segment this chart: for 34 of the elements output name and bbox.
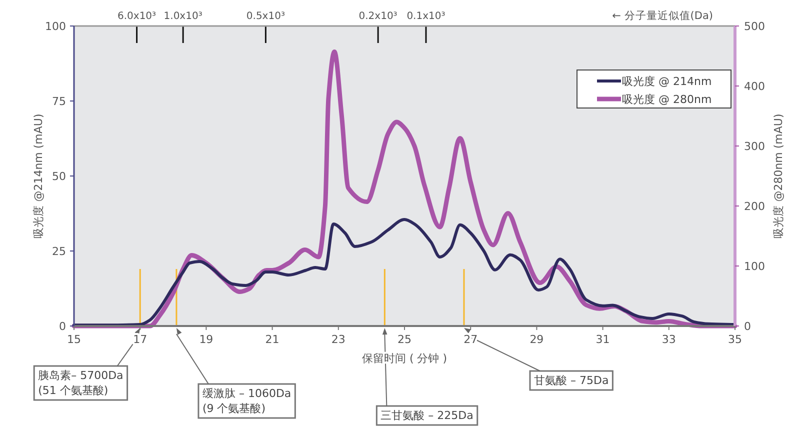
legend-label: 吸光度 @ 214nm bbox=[622, 75, 712, 88]
y2-axis-title: 吸光度 @280nm (mAU) bbox=[772, 114, 785, 238]
ref-line-label: 0.5x10³ bbox=[246, 11, 285, 22]
text: ← 分子量近似值(Da) bbox=[612, 9, 713, 22]
y-tick-label: 25 bbox=[52, 245, 66, 258]
y2-tick-label: 200 bbox=[744, 200, 765, 213]
ref-line-label: 0.2x10³ bbox=[358, 11, 398, 22]
y2-tick-label: 500 bbox=[744, 20, 765, 33]
x-tick-label: 33 bbox=[662, 333, 676, 346]
y2-tick-label: 300 bbox=[744, 140, 765, 153]
x-tick-label: 31 bbox=[596, 333, 610, 346]
x-tick-label: 29 bbox=[530, 333, 544, 346]
y2-tick-label: 400 bbox=[744, 80, 765, 93]
annotation: 甘氨酸 – 75Da bbox=[534, 374, 609, 387]
x-tick-label: 21 bbox=[265, 333, 280, 346]
annotation: 胰岛素– 5700Da (51 个氨基酸) bbox=[38, 369, 124, 397]
x-tick-label: 35 bbox=[728, 333, 742, 346]
ref-line-label: 1.0x10³ bbox=[164, 11, 202, 22]
y-tick-label: 0 bbox=[59, 320, 66, 333]
ref-line-label: 6.0x10³ bbox=[118, 11, 156, 22]
y2-tick-label: 0 bbox=[744, 320, 751, 333]
y-tick-label: 100 bbox=[45, 20, 66, 33]
annotation: 三甘氨酸 – 225Da bbox=[380, 409, 474, 422]
y-axis-title: 吸光度 @214nm (mAU) bbox=[32, 114, 45, 238]
line-series bbox=[72, 218, 736, 327]
x-tick-label: 19 bbox=[199, 333, 214, 346]
x-tick-label: 15 bbox=[67, 333, 81, 346]
legend-label: 吸光度 @ 280nm bbox=[622, 93, 712, 106]
ref-line-label: 0.1x10³ bbox=[406, 11, 446, 22]
x-tick-label: 23 bbox=[331, 333, 346, 346]
y2-tick-label: 100 bbox=[744, 260, 765, 273]
y-tick-label: 75 bbox=[52, 95, 66, 108]
x-tick-label: 25 bbox=[398, 333, 412, 346]
y-tick-label: 50 bbox=[52, 170, 66, 183]
